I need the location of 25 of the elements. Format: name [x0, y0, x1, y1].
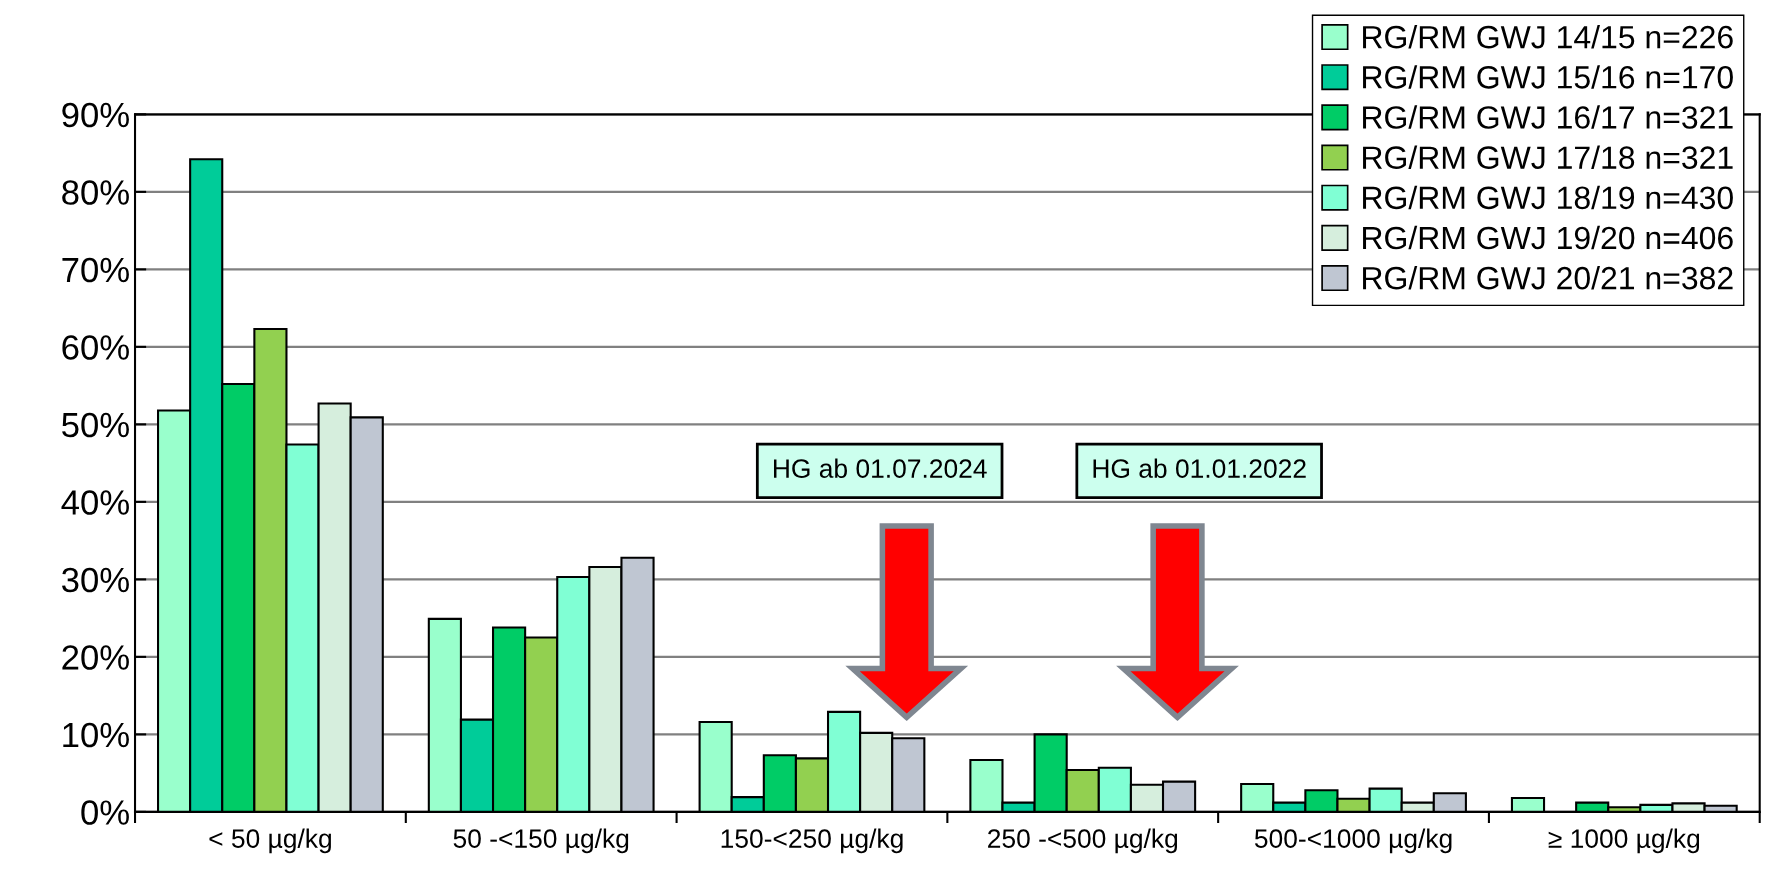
y-tick-label: 30%: [61, 567, 129, 593]
x-tick-label: ≥ 1000 µg/kg: [1548, 828, 1700, 854]
y-tick-label: 70%: [62, 257, 129, 283]
legend-label: RG/RM GWJ 15/16 n=170: [1363, 65, 1733, 89]
annotation: HG ab 01.07.2024: [774, 458, 987, 478]
y-tick-label: 90%: [62, 102, 129, 128]
x-tick-label: 50 -<150 µg/kg: [453, 828, 629, 854]
legend-label: RG/RM GWJ 14/15 n=226: [1363, 25, 1733, 49]
x-tick-label: 250 -<500 µg/kg: [988, 828, 1178, 854]
legend-label: RG/RM GWJ 17/18 n=321: [1363, 145, 1733, 169]
legend-label: RG/RM GWJ 18/19 n=430: [1363, 185, 1733, 210]
annotation: HG ab 01.01.2022: [1093, 458, 1306, 478]
legend-label: RG/RM GWJ 19/20 n=406: [1363, 225, 1733, 250]
y-tick-label: 10%: [63, 722, 129, 748]
x-tick-label: 500-<1000 µg/kg: [1254, 828, 1452, 854]
legend-label: RG/RM GWJ 20/21 n=382: [1363, 266, 1733, 290]
legend-label: RG/RM GWJ 16/17 n=321: [1363, 105, 1733, 129]
y-tick-label: 0%: [81, 800, 129, 825]
y-tick-label: 20%: [62, 645, 129, 670]
y-tick-label: 60%: [62, 335, 129, 360]
y-tick-label: 80%: [62, 180, 129, 205]
y-tick-label: 50%: [62, 412, 129, 438]
x-tick-label: 150-<250 µg/kg: [721, 828, 903, 854]
x-tick-label: < 50 µg/kg: [209, 828, 331, 854]
y-tick-label: 40%: [61, 490, 129, 515]
